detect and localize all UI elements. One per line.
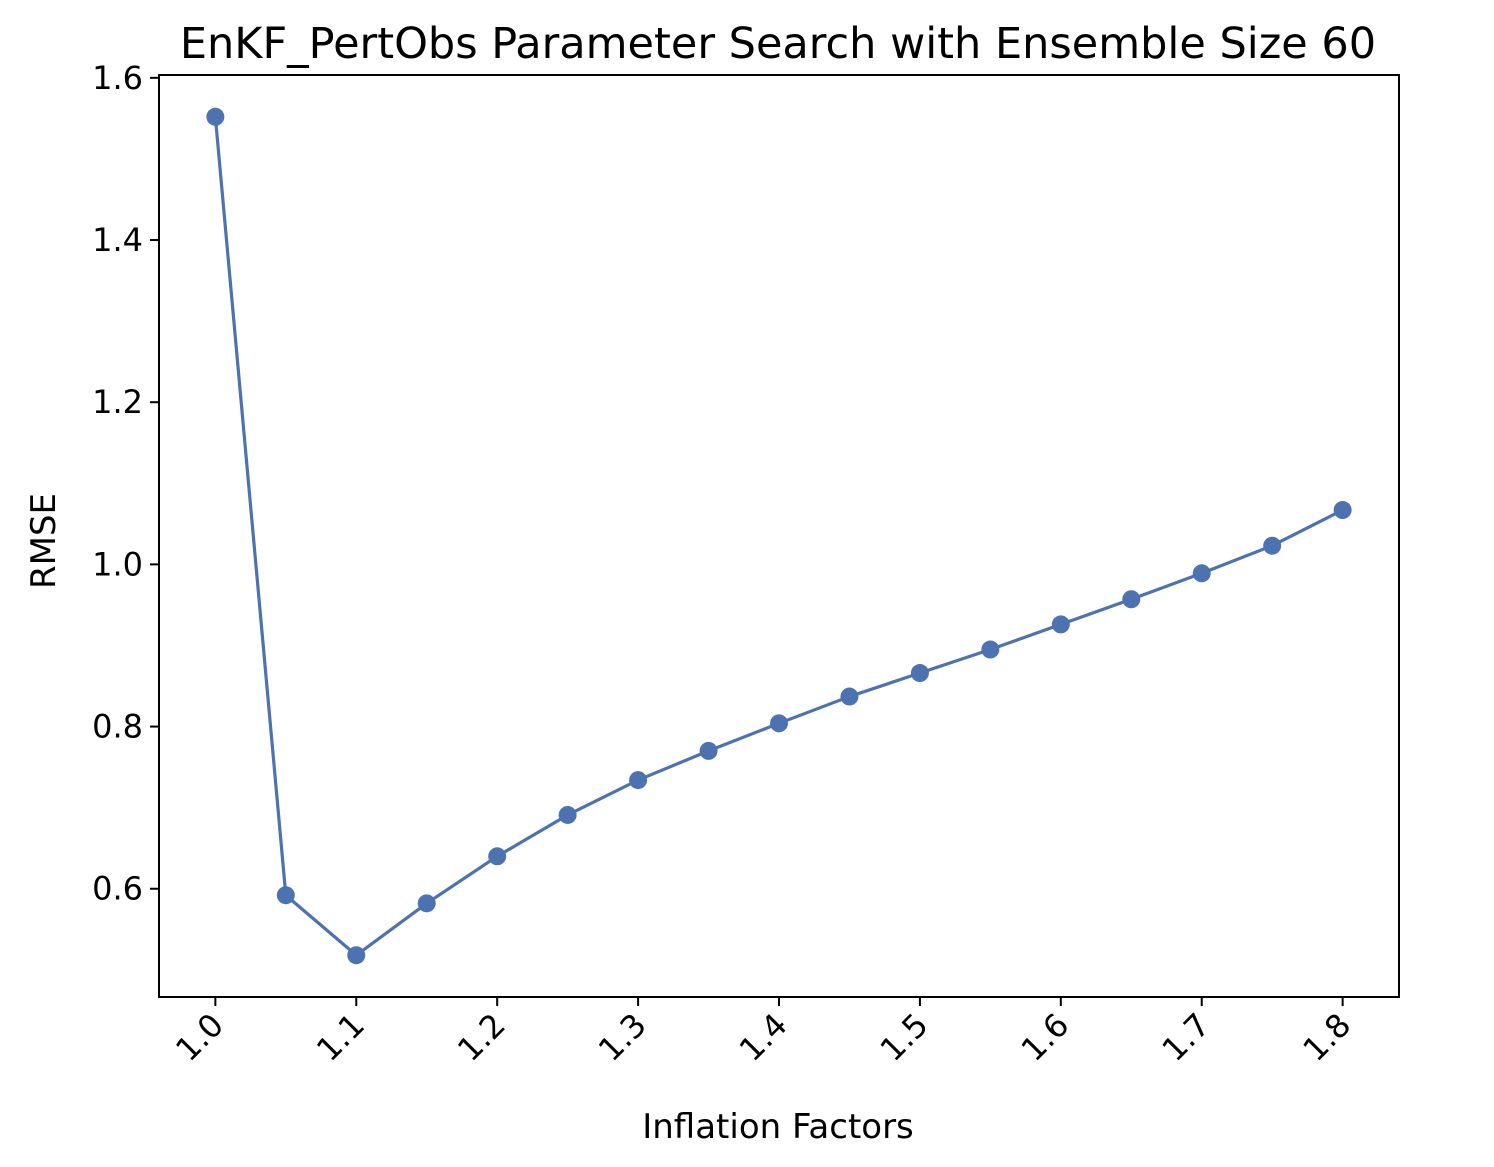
chart-title: EnKF_PertObs Parameter Search with Ensem… (180, 19, 1376, 69)
data-point (981, 640, 1000, 659)
series-line (213, 116, 1344, 957)
y-tick-label: 0.8 (92, 708, 143, 746)
plot-frame (158, 74, 1400, 998)
x-axis-label: Inflation Factors (642, 1107, 914, 1147)
x-tick-label: 1.6 (1014, 1006, 1077, 1069)
y-axis-label: RMSE (24, 493, 64, 589)
x-tick-label: 1.8 (1295, 1006, 1358, 1069)
data-point (417, 894, 436, 913)
data-point (910, 664, 929, 683)
x-tick-label: 1.5 (873, 1006, 936, 1069)
data-point (770, 714, 788, 733)
x-tick-label: 1.4 (732, 1006, 795, 1069)
data-point (488, 847, 507, 866)
plot-area (206, 107, 1352, 965)
data-point (840, 687, 859, 706)
data-point (276, 886, 295, 905)
data-point (1051, 615, 1070, 634)
data-point (1192, 564, 1211, 583)
x-tick-label: 1.3 (591, 1006, 654, 1069)
y-tick-label: 1.6 (92, 59, 143, 97)
data-point (629, 771, 648, 790)
data-point (1333, 501, 1352, 520)
y-tick-label: 1.4 (92, 221, 143, 259)
y-tick-label: 0.6 (92, 870, 143, 908)
x-axis: 1.0 1.1 1.2 1.3 1.4 1.5 1.6 1.7 1.8 (168, 997, 1358, 1069)
data-point (1122, 590, 1141, 609)
data-point (699, 741, 718, 760)
y-axis: 0.6 0.8 1.0 1.2 1.4 1.6 (92, 59, 159, 908)
data-point (347, 946, 366, 965)
x-tick-label: 1.1 (309, 1006, 372, 1069)
data-point (206, 107, 225, 126)
data-point (1263, 536, 1282, 555)
y-tick-label: 1.2 (92, 383, 143, 421)
x-tick-label: 1.7 (1155, 1006, 1218, 1069)
data-point (558, 805, 577, 824)
x-tick-label: 1.2 (450, 1006, 513, 1069)
x-tick-label: 1.0 (168, 1006, 231, 1069)
y-tick-label: 1.0 (92, 545, 143, 583)
